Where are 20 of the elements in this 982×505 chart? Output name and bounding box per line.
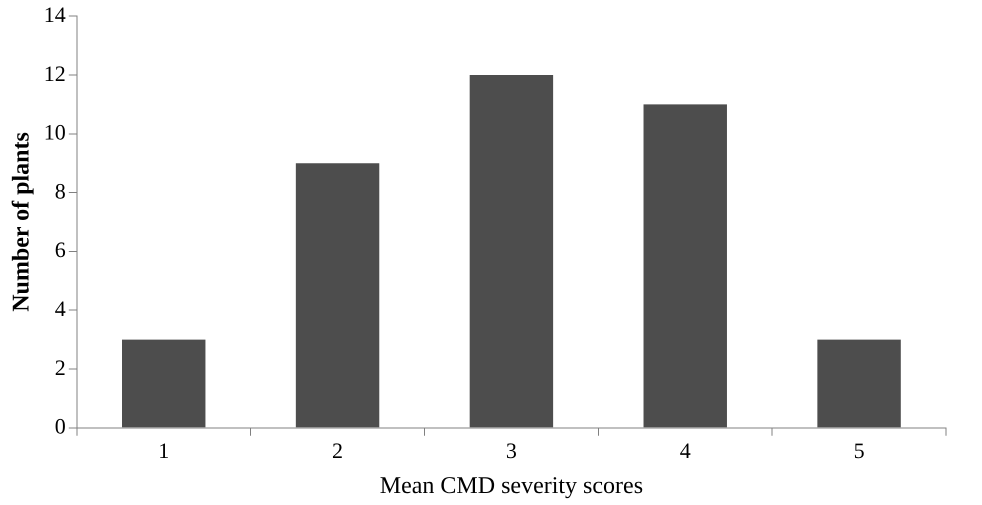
x-tick-label: 5 bbox=[854, 438, 865, 463]
y-tick-label: 12 bbox=[44, 60, 66, 86]
x-tick-label: 2 bbox=[332, 438, 344, 463]
y-tick-label: 0 bbox=[54, 414, 66, 439]
x-tick-label: 1 bbox=[158, 438, 170, 463]
y-tick-label: 2 bbox=[54, 354, 66, 380]
x-axis-title: Mean CMD severity scores bbox=[380, 472, 644, 499]
x-tick-label: 4 bbox=[680, 438, 691, 463]
bar bbox=[817, 340, 901, 428]
y-axis-title: Number of plants bbox=[8, 132, 35, 312]
bar bbox=[470, 75, 554, 428]
bar bbox=[122, 340, 206, 428]
y-tick-label: 6 bbox=[54, 237, 66, 262]
y-tick-label: 8 bbox=[54, 178, 66, 204]
bar bbox=[296, 163, 380, 428]
x-tick-label: 3 bbox=[506, 438, 517, 463]
y-tick-label: 4 bbox=[54, 296, 66, 321]
y-tick-label: 14 bbox=[44, 2, 66, 27]
y-tick-label: 10 bbox=[44, 120, 66, 145]
bar bbox=[644, 104, 727, 428]
